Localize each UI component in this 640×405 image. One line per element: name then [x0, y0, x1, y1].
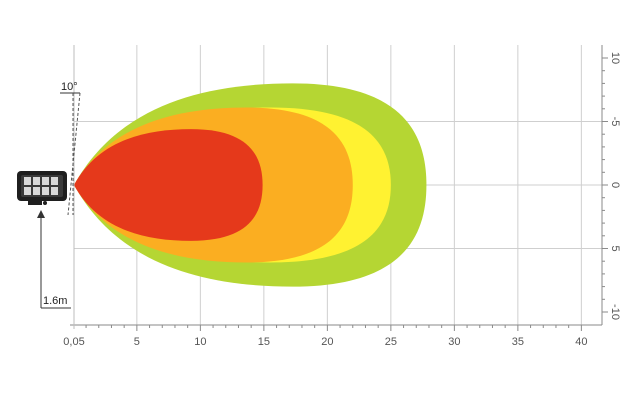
arrow-up-icon [37, 210, 45, 218]
x-tick-label: 35 [512, 336, 524, 348]
x-tick-label: 5 [134, 336, 140, 348]
y-tick-label: 10 [609, 52, 621, 64]
x-tick-labels: 0,05 5 10 15 20 25 30 35 40 [63, 336, 587, 348]
y-tick-labels: 10 -5 0 5 -10 [609, 52, 621, 320]
angle-annotation: 10° [60, 81, 81, 216]
x-tick-label: 0,05 [63, 336, 84, 348]
axes [70, 45, 608, 331]
x-tick-label: 25 [385, 336, 397, 348]
y-tick-label: -10 [609, 304, 621, 320]
beam-zones [74, 83, 427, 287]
y-tick-label: 5 [609, 245, 621, 251]
x-tick-label: 40 [575, 336, 587, 348]
angle-label: 10° [61, 81, 78, 93]
y-tick-label: -5 [609, 117, 621, 127]
x-tick-label: 15 [258, 336, 270, 348]
zone-red [74, 129, 263, 241]
height-label: 1.6m [43, 295, 67, 307]
x-tick-label: 20 [321, 336, 333, 348]
height-annotation: 1.6m [37, 210, 71, 309]
x-tick-label: 30 [448, 336, 460, 348]
y-tick-label: 0 [609, 182, 621, 188]
work-light-icon [17, 171, 67, 205]
x-tick-label: 10 [194, 336, 206, 348]
